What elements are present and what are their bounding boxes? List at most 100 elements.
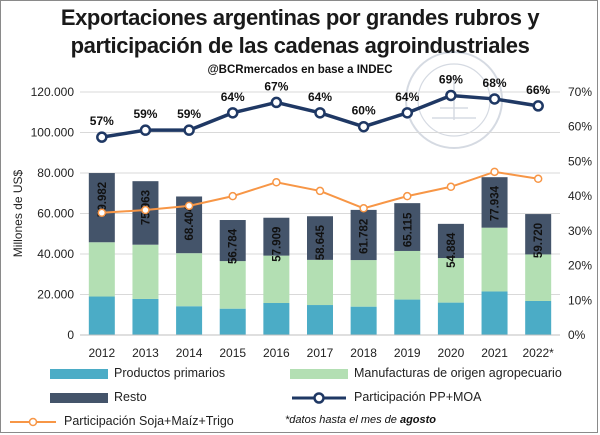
bar-total-label: 65.115 xyxy=(402,212,414,247)
point-pp-moa xyxy=(96,131,108,143)
legend-label-manufacturas: Manufacturas de origen agropecuario xyxy=(354,366,562,380)
y2-tick-label: 20% xyxy=(568,259,592,273)
footnote-bold: agosto xyxy=(399,414,437,426)
legend-item-resto: Resto xyxy=(50,390,147,404)
point-soja xyxy=(533,174,543,184)
point-pp-moa xyxy=(488,93,501,105)
bar-manufacturas xyxy=(132,244,159,299)
x-tick-label: 2018 xyxy=(350,346,377,360)
legend-swatch-pp-moa xyxy=(292,391,346,404)
bar-total-label: 68.404 xyxy=(184,205,196,241)
legend-swatch-primarios xyxy=(50,368,108,379)
bar-manufacturas xyxy=(88,242,115,297)
y-tick-label: 60.000 xyxy=(37,207,74,221)
y2-tick-label: 40% xyxy=(568,189,592,203)
bar-total-label: 79.982 xyxy=(97,182,109,217)
point-soja xyxy=(446,182,456,192)
bar-total-label: 59.720 xyxy=(533,223,545,258)
point-pp-moa xyxy=(445,89,457,102)
x-tick-label: 2015 xyxy=(219,346,246,360)
bar-manufacturas xyxy=(437,258,464,303)
bar-resto xyxy=(307,216,333,260)
point-soja xyxy=(272,178,281,187)
pp-moa-data-label: 64% xyxy=(308,90,332,104)
bar-resto xyxy=(394,203,421,251)
bar-primarios xyxy=(88,296,115,335)
y2-tick-label: 10% xyxy=(568,293,592,307)
x-tick-label: 2012 xyxy=(88,346,115,360)
point-soja xyxy=(403,191,412,201)
bar-total-label: 54.884 xyxy=(446,232,458,268)
legend-swatch-manufacturas xyxy=(290,368,348,379)
pp-moa-data-label: 67% xyxy=(264,79,288,93)
pp-moa-data-label: 64% xyxy=(395,90,419,104)
bar-total-label: 61.782 xyxy=(359,219,371,254)
point-pp-moa xyxy=(139,124,152,136)
x-tick-label: 2019 xyxy=(394,346,421,360)
point-soja xyxy=(490,167,499,177)
bar-primarios xyxy=(219,308,246,335)
bar-primarios xyxy=(176,306,203,335)
y2-tick-label: 50% xyxy=(568,154,592,168)
y2-tick-label: 70% xyxy=(568,85,592,99)
x-tick-label: 2020 xyxy=(438,346,465,360)
x-tick-label: 2017 xyxy=(307,346,334,360)
x-tick-label: 2014 xyxy=(176,346,203,360)
legend-label-soja: Participación Soja+Maíz+Trigo xyxy=(64,414,234,428)
point-soja xyxy=(359,204,368,213)
point-pp-moa xyxy=(183,124,195,136)
legend-swatch-soja xyxy=(10,417,56,426)
legend-swatch-resto xyxy=(50,392,108,403)
y-axis-title: Millones de US$ xyxy=(11,169,25,257)
footnote-prefix: *datos hasta el mes de xyxy=(285,414,400,426)
bar-primarios xyxy=(132,298,159,335)
legend-item-pp-moa: Participación PP+MOA xyxy=(290,390,481,404)
legend-label-primarios: Productos primarios xyxy=(114,366,226,380)
bar-manufacturas xyxy=(307,259,333,306)
chart-title-line1: Exportaciones argentinas por grandes rub… xyxy=(60,5,540,30)
y-tick-label: 100.000 xyxy=(31,126,75,140)
bar-manufacturas xyxy=(219,261,246,309)
point-soja xyxy=(228,191,237,201)
pp-moa-data-label: 68% xyxy=(483,76,507,90)
legend-label-pp-moa: Participación PP+MOA xyxy=(354,390,482,404)
y2-tick-label: 60% xyxy=(568,120,592,134)
point-soja xyxy=(315,186,325,196)
point-pp-moa xyxy=(401,107,414,119)
legend-item-primarios: Productos primarios xyxy=(50,366,225,380)
bar-resto xyxy=(437,223,464,259)
x-tick-label: 2022* xyxy=(522,346,554,360)
bar-primarios xyxy=(525,300,552,335)
bar-manufacturas xyxy=(350,260,377,307)
bar-resto xyxy=(219,220,246,262)
bar-resto xyxy=(350,209,377,261)
legend-item-manufacturas: Manufacturas de origen agropecuario xyxy=(290,366,562,380)
pp-moa-data-label: 60% xyxy=(352,104,376,118)
point-pp-moa xyxy=(226,107,239,119)
point-pp-moa xyxy=(357,120,370,133)
bar-primarios xyxy=(437,302,464,335)
x-tick-label: 2021 xyxy=(481,346,508,360)
bar-primarios xyxy=(481,291,508,335)
chart-title: Exportaciones argentinas por grandes rub… xyxy=(0,4,600,60)
point-pp-moa xyxy=(532,100,544,112)
bar-resto xyxy=(525,214,552,255)
pp-moa-data-label: 64% xyxy=(221,90,245,104)
legend-item-soja: Participación Soja+Maíz+Trigo xyxy=(8,414,234,428)
legend-label-resto: Resto xyxy=(114,390,147,404)
pp-moa-data-label: 59% xyxy=(133,107,157,121)
point-pp-moa xyxy=(270,96,283,109)
point-soja xyxy=(141,205,150,215)
bar-resto xyxy=(263,217,290,256)
bar-primarios xyxy=(307,305,333,335)
bar-manufacturas xyxy=(525,254,552,301)
bar-total-label: 57.909 xyxy=(271,227,283,262)
chart-title-line2: participación de las cadenas agroindustr… xyxy=(70,33,530,58)
bar-total-label: 77.934 xyxy=(490,185,502,221)
y2-tick-label: 0% xyxy=(568,328,586,342)
y-tick-label: 20.000 xyxy=(37,288,74,302)
y-tick-label: 120.000 xyxy=(31,85,75,99)
bar-manufacturas xyxy=(394,250,421,300)
point-soja xyxy=(184,201,194,211)
